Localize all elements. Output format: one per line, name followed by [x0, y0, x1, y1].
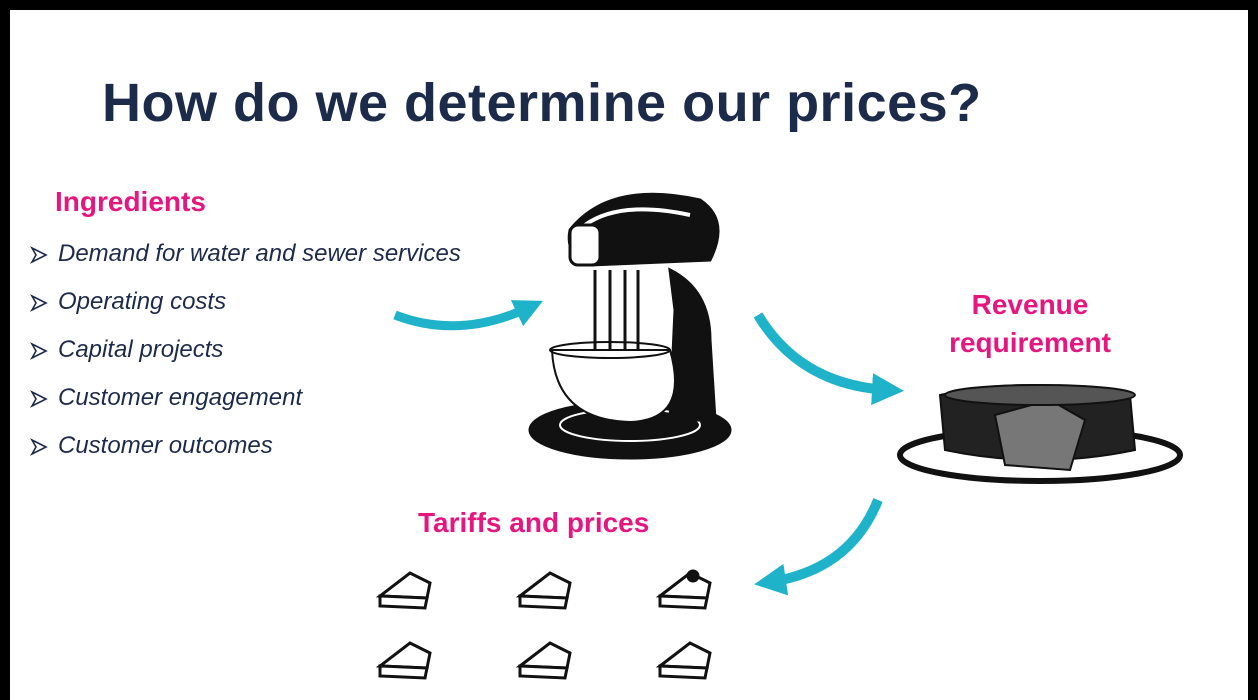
arrow: [753, 312, 904, 406]
bullet: [30, 294, 48, 312]
tariffs-label: Tariffs and prices: [418, 507, 650, 538]
revenue-label: Revenue requirement: [949, 289, 1111, 358]
cake-icon: [897, 384, 1183, 484]
bullet: [30, 438, 48, 456]
bullet: [30, 390, 48, 408]
ingredients-heading: Ingredients: [55, 186, 206, 217]
ingredient-text: Capital projects: [58, 336, 224, 363]
ingredient-text: Demand for water and sewer services: [58, 240, 461, 267]
pie-slices: [375, 569, 712, 680]
ingredient-text: Operating costs: [58, 288, 227, 315]
bullet: [30, 342, 48, 360]
bullet: [30, 246, 48, 264]
illustrations: [375, 192, 1183, 680]
ingredient-text: Customer engagement: [58, 384, 303, 411]
arrow: [754, 498, 883, 596]
slide-title: How do we determine our prices?: [102, 73, 982, 133]
arrow: [393, 300, 544, 331]
mixer-icon: [528, 192, 732, 460]
ingredient-text: Customer outcomes: [58, 432, 273, 459]
